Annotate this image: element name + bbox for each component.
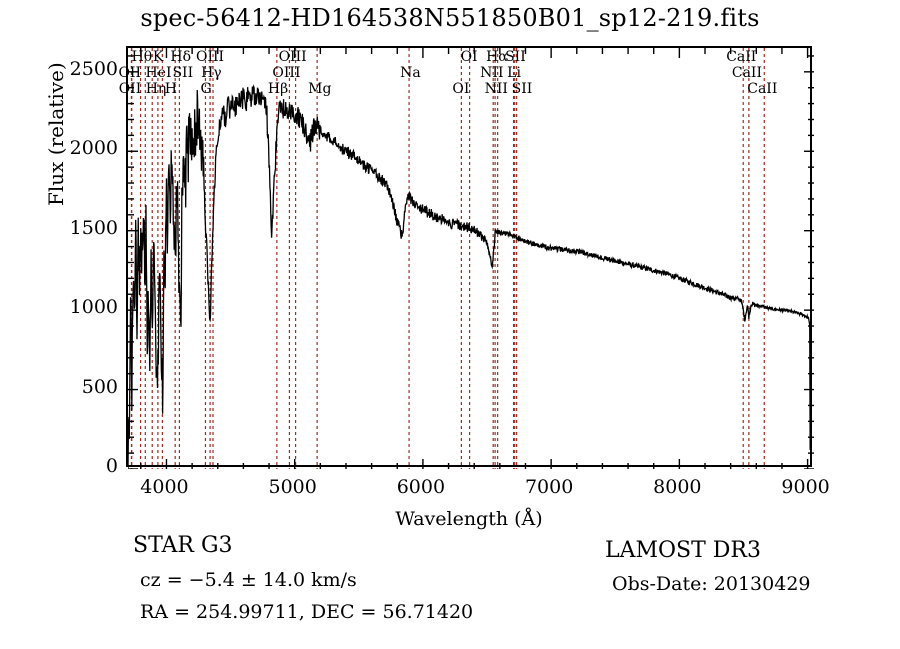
spectral-line-label-caii: CaII — [726, 49, 757, 65]
x-tick-label: 9000 — [781, 476, 830, 498]
x-tick-label: 8000 — [653, 476, 702, 498]
spectral-line-label-oiii: OIII — [196, 49, 225, 65]
spectral-line-label-oiii: OIII — [278, 49, 307, 65]
footer-obs-date: Obs-Date: 20130429 — [612, 573, 811, 595]
spectral-line-label-na: Na — [400, 65, 421, 81]
spectral-line-label-oii: OII — [118, 65, 141, 81]
spectral-line-label-h: Hα — [486, 49, 508, 65]
y-tick-label: 500 — [81, 375, 118, 398]
spectral-line-label-k: K — [152, 49, 164, 65]
spectral-line-label-li: Li — [507, 65, 521, 81]
y-tick-label: 2000 — [69, 137, 118, 160]
spectral-line-label-nii: NII — [480, 65, 504, 81]
axis-tick-group — [128, 48, 814, 470]
x-tick-label: 6000 — [396, 476, 446, 498]
y-tick-label: 2500 — [69, 57, 118, 80]
footer-ra-dec: RA = 254.99711, DEC = 56.71420 — [140, 601, 474, 623]
y-tick-label: 0 — [105, 455, 118, 477]
plot-canvas — [127, 48, 814, 470]
spectral-line-label-h: Hβ — [267, 81, 289, 97]
spectral-line-label-g: G — [200, 81, 212, 97]
page-title: spec-56412-HD164538N551850B01_sp12-219.f… — [140, 4, 760, 32]
spectral-line-label-nii: NII — [484, 81, 508, 97]
spectrum-svg — [127, 48, 814, 470]
x-tick-label: 7000 — [524, 476, 574, 498]
spectral-line-label-h: Hθ — [131, 49, 153, 65]
y-tick-label: 1000 — [69, 296, 118, 319]
y-tick-label: 1500 — [69, 216, 118, 239]
x-tick-label: 5000 — [268, 476, 317, 498]
x-axis-label: Wavelength (Å) — [395, 508, 543, 530]
footer-star-class: STAR G3 — [133, 533, 233, 558]
spectral-line-label-sii: SII — [172, 65, 194, 81]
spectral-line-label-h: Hδ — [170, 49, 192, 65]
spectral-line-label-oi: OI — [460, 49, 478, 65]
y-axis-label: Flux (relative) — [44, 62, 68, 206]
spectral-line-label-h: H — [164, 81, 177, 97]
spectral-line-label-caii: CaII — [747, 81, 778, 97]
footer-survey: LAMOST DR3 — [605, 538, 761, 563]
spectral-line-label-oi: OI — [452, 81, 470, 97]
footer-cz: cz = −5.4 ± 14.0 km/s — [140, 569, 357, 591]
spectral-line-label-h: Hη — [145, 81, 167, 97]
spectral-line-label-oiii: OIII — [272, 65, 301, 81]
spectrum-plot — [126, 46, 814, 470]
x-tick-label: 4000 — [140, 476, 189, 498]
spectral-line-label-oii: OII — [118, 81, 142, 97]
spectral-line-label-sii: SII — [511, 81, 533, 97]
spectral-line-label-h: Hγ — [201, 65, 222, 81]
spectral-line-label-mg: Mg — [308, 81, 332, 97]
spectral-line-label-hei: HeI — [145, 65, 172, 81]
spectrum-trace — [127, 84, 811, 469]
spectral-line-label-caii: CaII — [731, 65, 762, 81]
spectral-line-label-sii: SII — [505, 49, 526, 65]
